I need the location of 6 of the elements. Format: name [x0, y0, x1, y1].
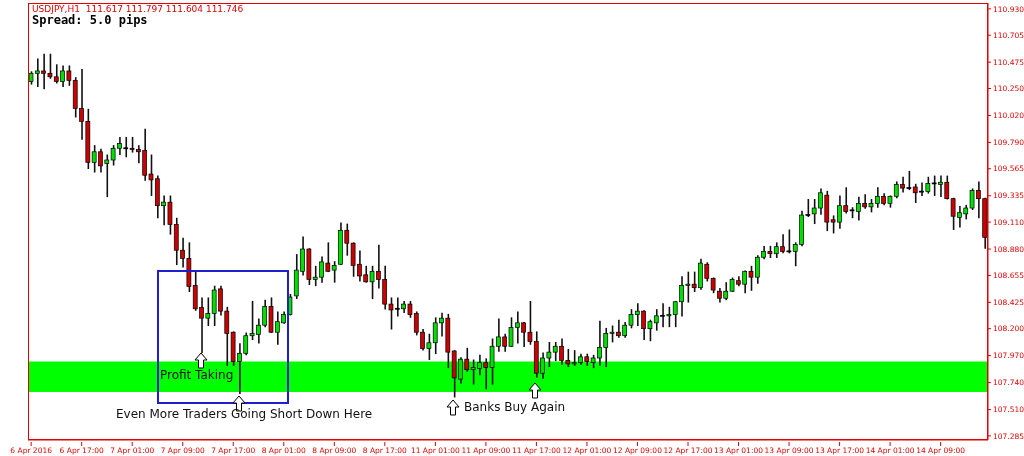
annotation: Banks Buy Again: [464, 400, 566, 414]
annotation: Even More Traders Going Short Down Here: [116, 407, 373, 421]
chart-title: USDJPY,H1 111.617 111.797 111.604 111.746: [32, 4, 244, 14]
annotation: Profit Taking: [160, 368, 234, 382]
text: Spread: 5.0 pips: [32, 13, 148, 27]
candlestick: [331, 261, 337, 283]
